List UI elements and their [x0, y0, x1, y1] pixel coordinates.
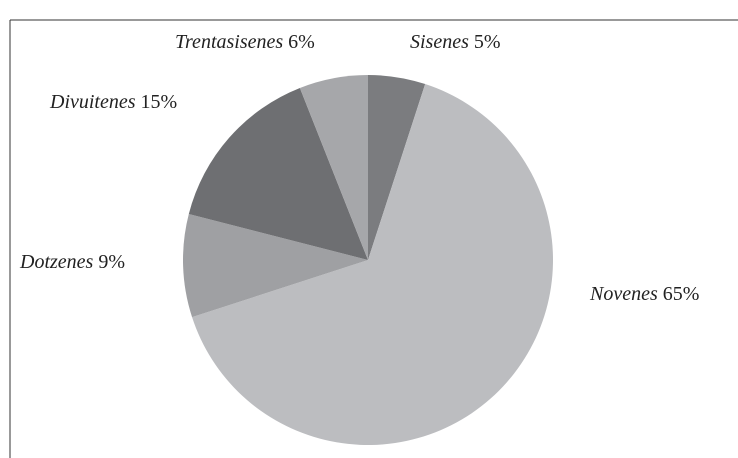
slice-value: 65%	[663, 283, 700, 305]
pie-slice	[368, 75, 426, 260]
slice-label: Sisenes 5%	[410, 31, 501, 53]
pie-slice	[188, 87, 368, 260]
pie-slice	[183, 213, 368, 318]
slice-label: Dotzenes 9%	[19, 251, 125, 273]
slice-category: Trentasisenes	[175, 31, 283, 53]
slice-value: 9%	[98, 251, 125, 273]
slice-category: Sisenes	[410, 31, 469, 53]
slice-label: Trentasisenes 6%	[175, 31, 315, 53]
pie-slice	[192, 84, 553, 446]
slice-value: 6%	[288, 31, 315, 53]
slice-label: Divuitenes 15%	[49, 91, 177, 113]
slice-category: Novenes	[589, 283, 658, 305]
slice-category: Divuitenes	[49, 91, 136, 113]
slice-value: 5%	[474, 31, 501, 53]
slice-category: Dotzenes	[19, 251, 94, 273]
slice-value: 15%	[141, 91, 178, 113]
slice-label: Novenes 65%	[589, 283, 699, 305]
pie-slice	[299, 75, 368, 260]
pie	[183, 75, 553, 446]
labels: Sisenes 5% Novenes 65% Dotzenes 9% Divuiten…	[19, 31, 699, 305]
